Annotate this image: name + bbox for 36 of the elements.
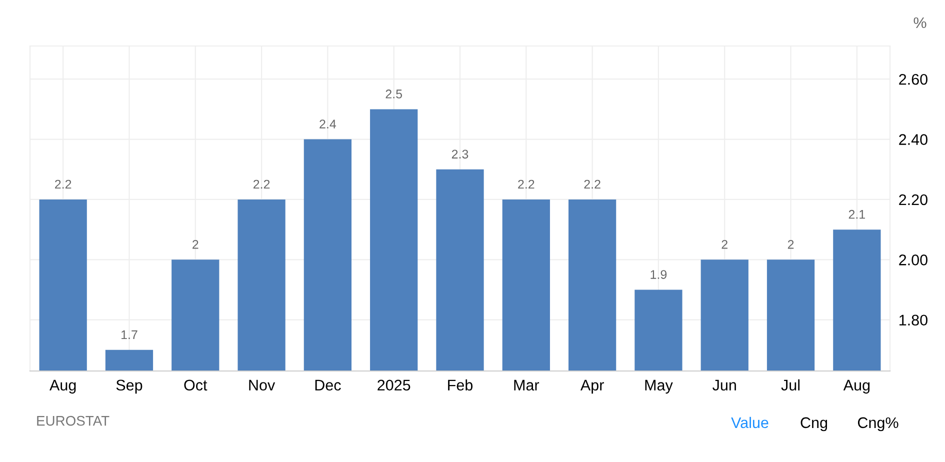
text: Cng%	[858, 417, 898, 432]
data-label: 2.2	[518, 180, 534, 189]
data-label: 2.3	[452, 150, 468, 159]
data-label: 2.2	[55, 180, 72, 189]
data-label: 1.7	[121, 330, 138, 340]
x-tick-label: Nov	[249, 380, 276, 391]
x-tick-label: Mar	[514, 380, 540, 391]
x-tick-label: Aug	[843, 380, 870, 394]
x-tick-label: Dec	[315, 380, 341, 391]
x-tick-label: Jul	[781, 379, 800, 391]
data-label: 2.5	[386, 90, 402, 98]
x-tick-label: Sep	[116, 380, 142, 394]
x-tick-label: 2025	[378, 380, 410, 391]
data-label: 2.4	[320, 120, 336, 128]
data-label: 1.9	[650, 270, 667, 279]
data-label: 2	[788, 240, 794, 249]
y-tick-label: 2.20	[899, 194, 928, 206]
x-tick-label: Feb	[448, 379, 473, 391]
data-label: 2.2	[253, 180, 270, 189]
text: Cng	[800, 417, 828, 432]
text: Value	[731, 416, 768, 428]
data-label: 2.2	[584, 180, 600, 189]
y-tick-label: 2.00	[899, 254, 928, 266]
data-label: 2	[192, 240, 198, 249]
x-tick-label: Jun	[712, 380, 736, 391]
x-tick-label: May	[645, 380, 673, 394]
data-label: 2.1	[848, 210, 865, 219]
text: EUROSTAT	[37, 416, 110, 426]
data-label: 2	[722, 240, 728, 249]
y-tick-label: 2.40	[899, 134, 928, 145]
x-tick-label: Oct	[184, 380, 208, 391]
y-axis-title: %	[914, 17, 926, 28]
y-tick-label: 2.60	[899, 74, 928, 85]
x-tick-label: Aug	[50, 380, 76, 394]
x-tick-label: Apr	[580, 380, 604, 394]
y-tick-label: 1.80	[900, 314, 928, 326]
